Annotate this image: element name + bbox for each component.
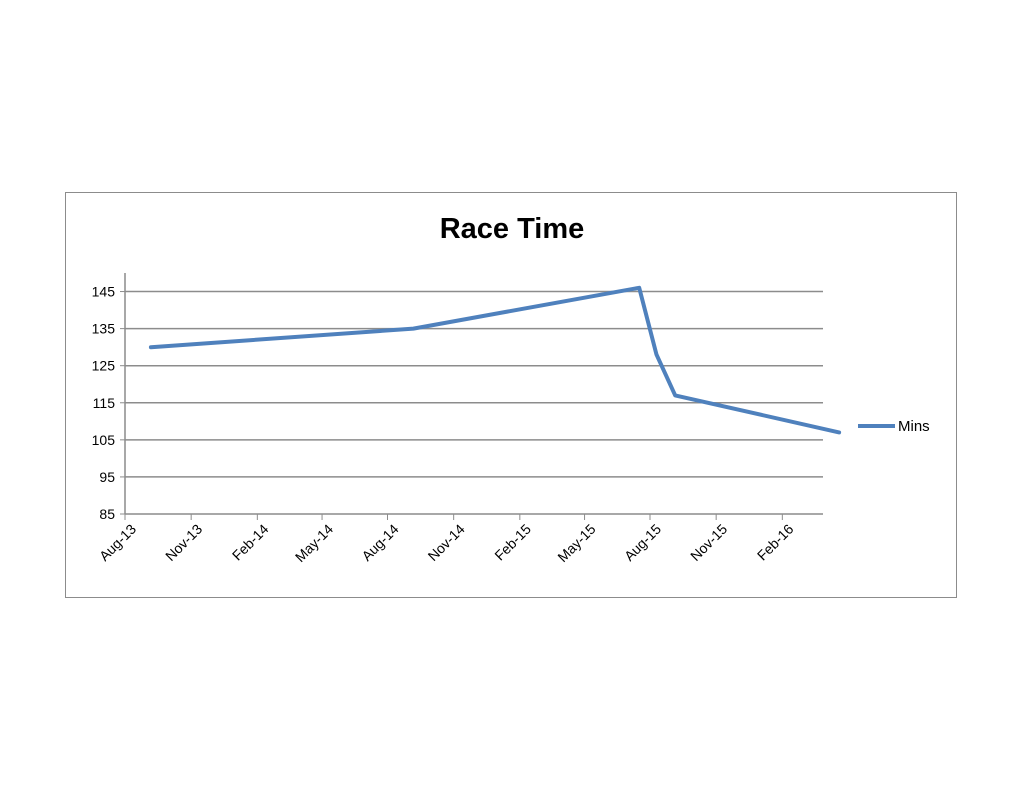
y-tick-label-145: 145 bbox=[92, 284, 116, 300]
series-line-mins bbox=[148, 285, 842, 435]
x-tick-label-nov-13: Nov-13 bbox=[162, 521, 205, 564]
axes bbox=[120, 273, 823, 520]
legend-label-mins: Mins bbox=[898, 418, 930, 435]
y-tick-label-135: 135 bbox=[92, 321, 116, 337]
x-tick-label-may-15: May-15 bbox=[554, 521, 598, 565]
y-tick-label-85: 85 bbox=[99, 506, 115, 522]
x-tick-label-aug-13: Aug-13 bbox=[96, 521, 139, 564]
y-tick-label-125: 125 bbox=[92, 358, 116, 374]
chart-frame bbox=[65, 192, 957, 598]
series-lines bbox=[148, 285, 842, 435]
x-tick-label-feb-16: Feb-16 bbox=[754, 521, 797, 564]
x-tick-label-aug-15: Aug-15 bbox=[621, 521, 664, 564]
y-tick-label-115: 115 bbox=[93, 395, 116, 411]
legend: Mins bbox=[858, 418, 930, 435]
x-tick-label-nov-15: Nov-15 bbox=[687, 521, 730, 564]
y-tick-label-105: 105 bbox=[92, 432, 116, 448]
y-tick-label-95: 95 bbox=[99, 469, 115, 485]
x-tick-label-feb-14: Feb-14 bbox=[229, 521, 272, 564]
x-tick-labels: Aug-13 Nov-13 Feb-14 May-14 Aug-14 Nov-14 Feb-… bbox=[96, 521, 797, 565]
x-tick-label-feb-15: Feb-15 bbox=[491, 521, 534, 564]
chart-title: Race Time bbox=[439, 213, 585, 245]
x-tick-label-nov-14: Nov-14 bbox=[425, 521, 468, 564]
y-tick-labels: 85 95 105 115 125 135 145 bbox=[92, 284, 116, 522]
x-tick-label-aug-14: Aug-14 bbox=[358, 521, 401, 564]
x-tick-label-may-14: May-14 bbox=[292, 521, 336, 565]
